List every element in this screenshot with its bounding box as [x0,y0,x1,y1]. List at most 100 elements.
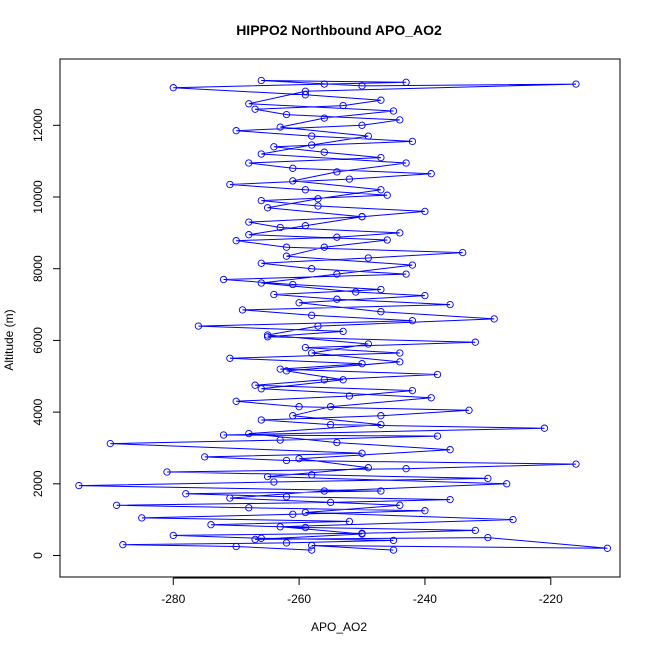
data-point [314,202,322,210]
data-point [358,449,366,457]
data-point [326,498,335,507]
data-point [377,285,385,294]
data-point [326,420,335,429]
x-axis-label: APO_AO2 [311,620,367,634]
data-point [308,541,316,550]
data-point [219,431,228,439]
data-point [408,261,417,269]
data-point [194,322,203,330]
data-point [421,291,429,300]
data-point [490,315,498,323]
data-point [282,367,291,375]
data-point [471,526,479,535]
data-point [308,265,316,273]
data-point [295,403,303,411]
data-point [377,308,385,316]
data-point [245,159,253,167]
data-point [408,386,417,395]
data-point [119,541,127,549]
data-point [295,455,303,463]
data-point [389,107,398,115]
data-point [263,472,272,481]
x-axis: -280 -260 -240 -220 [161,577,563,606]
data-point [572,460,580,468]
data-point [308,141,316,149]
data-point [257,279,265,287]
data-point [308,546,316,554]
data-point [282,110,291,119]
data-point [251,105,259,113]
data-point [320,376,328,384]
y-tick-label: 12000 [31,108,45,142]
data-point [389,536,398,545]
y-tick-label: 4000 [31,398,45,425]
data-point [226,354,234,362]
data-point [112,501,121,509]
data-point [245,231,253,239]
data-point [263,204,272,212]
data-point [446,300,454,309]
data-point [383,191,391,199]
data-point [377,186,385,194]
data-point [276,223,284,232]
data-point [345,175,354,183]
data-point [377,420,385,429]
data-point [320,487,328,495]
data-point [326,403,335,411]
data-point [232,542,240,551]
data-point [301,87,310,95]
data-point [289,177,297,185]
data-point [257,196,265,205]
data-point [263,331,272,339]
data-point [320,243,328,251]
y-tick-label: 0 [31,552,45,559]
data-point [289,164,297,172]
data-point [314,322,322,330]
data-point [282,252,291,260]
data-point [358,360,366,368]
data-point [245,504,253,512]
data-point [446,495,454,504]
data-point [270,290,278,299]
data-point [276,436,284,444]
data-point [358,530,366,538]
data-point [314,195,322,203]
data-point [503,480,511,488]
data-point [333,168,341,176]
data-point [238,306,247,314]
data-point [345,517,354,526]
data-point [289,280,297,289]
data-point [402,270,410,278]
data-point [270,478,278,486]
data-point [245,100,253,108]
data-point [75,481,83,490]
data-point [226,494,234,502]
data-point [282,243,291,251]
data-point [169,84,177,92]
plot-area [75,76,612,554]
data-point [427,170,435,178]
data-point [389,546,398,554]
data-point [402,465,410,473]
data-point [484,474,492,483]
data-point [301,186,310,194]
data-point [421,507,429,515]
data-point [182,490,190,498]
x-tick-label: -240 [413,592,437,606]
data-point [339,327,347,336]
x-tick-label: -220 [539,592,563,606]
y-axis: 0 2000 4000 6000 8000 10000 12000 [31,108,61,559]
data-point [308,349,316,357]
data-point [207,521,215,529]
data-point [308,471,316,479]
y-tick-label: 2000 [31,470,45,497]
data-point [320,148,328,156]
data-point [339,376,347,384]
data-point [251,381,259,389]
data-point [251,535,259,544]
data-point [301,343,310,352]
data-point [257,416,265,424]
data-point [138,514,146,522]
